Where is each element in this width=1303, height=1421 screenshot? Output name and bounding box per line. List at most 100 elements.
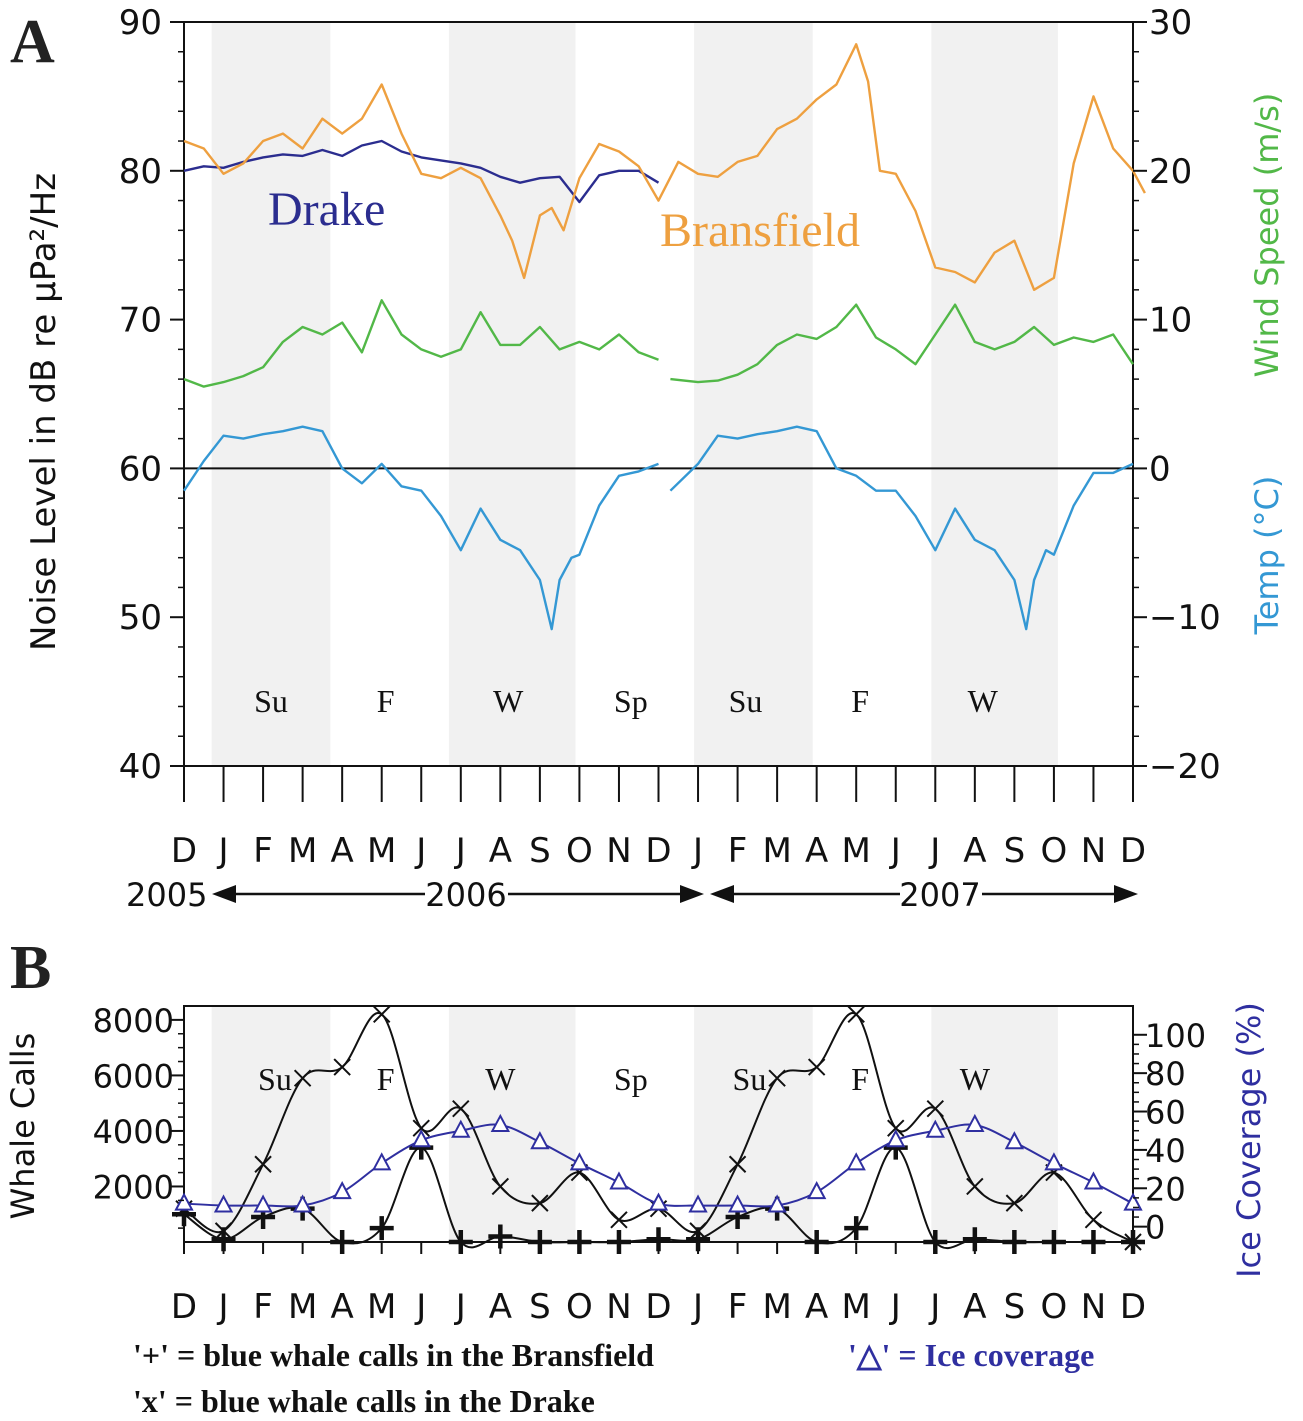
drake-call-marker [768, 1069, 786, 1087]
drake-call-marker [452, 1100, 470, 1118]
drake-call-marker [491, 1177, 510, 1196]
left-y-tick-label: 60 [119, 449, 162, 489]
month-tick-label: M [762, 1287, 791, 1327]
legend-drake-calls: 'x' = blue whale calls in the Drake [133, 1383, 595, 1419]
season-label: W [960, 1061, 991, 1097]
ice-coverage-marker [1123, 1192, 1143, 1211]
drake-series-label: Drake [268, 183, 385, 236]
season-shade-band-0 [211, 22, 331, 766]
series-line-temp [183, 425, 1134, 631]
month-tick-label: A [805, 1287, 828, 1327]
left-y-tick-label: 40 [119, 747, 162, 787]
month-tick-label: D [645, 1287, 671, 1327]
right-y-tick-label: 80 [1145, 1055, 1186, 1093]
drake-call-marker [887, 1119, 905, 1137]
right-y-tick-label: 30 [1149, 3, 1192, 43]
season-shade-band-3 [931, 22, 1058, 766]
month-tick-label: F [253, 831, 273, 871]
season-shade-band-0 [211, 1006, 331, 1242]
ice-coverage-marker [727, 1194, 748, 1213]
month-tick-label: J [889, 1287, 901, 1327]
year-2006-arrowhead-right [680, 885, 704, 903]
ice-coverage-marker [174, 1192, 194, 1211]
drake-call-marker [926, 1100, 944, 1118]
drake-call-marker [214, 1222, 233, 1240]
temp-axis-title: Temp (°C) [1248, 476, 1286, 636]
month-tick-label: M [842, 831, 871, 871]
ice-coverage-marker [530, 1131, 550, 1150]
month-tick-label: A [331, 831, 354, 871]
noise-level-axis-title: Noise Level in dB re μPa²/Hz [24, 173, 64, 651]
legend-ice-coverage: '△' = Ice coverage [848, 1337, 1094, 1373]
legend-bransfield-calls: '+' = blue whale calls in the Bransfield [133, 1337, 654, 1373]
month-tick-label: A [963, 831, 986, 871]
left-y-tick-label: 80 [119, 152, 162, 192]
month-tick-label: J [414, 831, 426, 871]
year-2007-arrowhead-right [1114, 885, 1138, 903]
month-tick-label: M [288, 831, 317, 871]
month-tick-label: O [1041, 1287, 1068, 1327]
wind-speed-axis-title: Wind Speed (m/s) [1248, 93, 1286, 378]
season-label: F [377, 1061, 395, 1097]
month-tick-label: D [645, 831, 671, 871]
month-tick-label: O [566, 831, 593, 871]
ice-coverage-axis-title: Ice Coverage (%) [1230, 1002, 1268, 1278]
month-tick-label: F [728, 1287, 748, 1327]
ice-coverage-marker [253, 1194, 273, 1213]
month-tick-label: A [489, 1287, 512, 1327]
month-tick-label: N [1081, 831, 1106, 871]
left-y-tick-label: 6000 [93, 1057, 174, 1095]
bransfield-call-marker [369, 1216, 394, 1241]
year-label: 2006 [425, 876, 506, 914]
month-tick-label: A [489, 831, 512, 871]
month-tick-label: J [691, 1287, 703, 1327]
drake-call-marker [333, 1058, 351, 1076]
month-tick-label: O [1041, 831, 1068, 871]
drake-call-marker [966, 1177, 984, 1196]
season-label: W [968, 683, 999, 719]
month-tick-label: F [728, 831, 748, 871]
left-y-tick-label: 70 [119, 301, 162, 341]
drake-call-marker [373, 1005, 391, 1024]
right-y-tick-label: 100 [1145, 1017, 1206, 1055]
drake-call-marker [807, 1058, 826, 1076]
year-label: 2007 [899, 876, 980, 914]
ice-coverage-marker [886, 1129, 906, 1148]
month-tick-label: D [171, 831, 197, 871]
month-tick-label: M [288, 1287, 317, 1327]
season-label: Su [258, 1061, 292, 1097]
season-label: W [485, 1061, 516, 1097]
ice-coverage-marker [767, 1194, 787, 1213]
ice-coverage-marker [925, 1119, 945, 1138]
month-tick-label: O [566, 1287, 593, 1327]
month-tick-label: J [217, 831, 229, 871]
season-label: Su [733, 1061, 767, 1097]
ice-coverage-marker [451, 1119, 471, 1138]
month-tick-label: M [842, 1287, 871, 1327]
series-line-bransfield [183, 43, 1146, 291]
right-y-tick-label: 0 [1149, 449, 1171, 489]
season-shade-band-1 [448, 1006, 576, 1242]
whale-calls-axis-title: Whale Calls [4, 1033, 42, 1220]
month-tick-label: J [889, 831, 901, 871]
month-tick-label: N [606, 1287, 631, 1327]
month-tick-label: N [606, 831, 631, 871]
month-tick-label: D [1120, 1287, 1146, 1327]
year-2006-arrowhead-left [212, 885, 236, 903]
season-label: F [377, 683, 395, 719]
month-tick-label: M [367, 831, 396, 871]
month-tick-label: S [529, 831, 551, 871]
left-y-tick-label: 8000 [93, 1002, 174, 1040]
month-tick-label: S [1004, 1287, 1026, 1327]
right-y-tick-label: 20 [1145, 1170, 1186, 1208]
month-tick-label: J [217, 1287, 229, 1327]
drake-call-marker [728, 1155, 747, 1173]
series-line-drake [183, 139, 660, 204]
panel-a-label: A [10, 8, 55, 76]
drake-call-marker [689, 1222, 707, 1240]
season-label: F [851, 683, 869, 719]
left-y-tick-label: 90 [119, 3, 162, 43]
season-label: F [851, 1061, 869, 1097]
